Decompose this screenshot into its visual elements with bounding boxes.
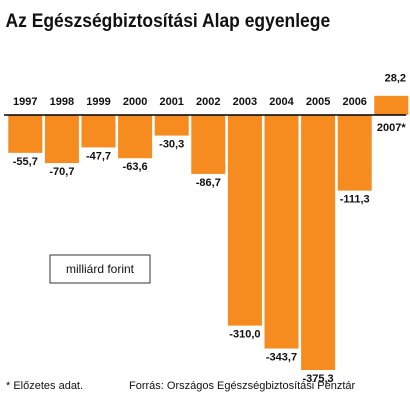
x-tick-label: 2007* [377, 122, 406, 134]
x-tick-label: 2004 [269, 96, 294, 108]
x-tick-label: 2001 [159, 96, 183, 108]
x-tick-label: 1999 [86, 96, 110, 108]
bar [8, 115, 43, 153]
data-label: -111,3 [340, 194, 370, 206]
unit-label: milliárd forint [66, 262, 135, 276]
bar [118, 115, 153, 159]
chart-title: Az Egészségbiztosítási Alap egyenlege [6, 9, 331, 31]
data-label: 28,2 [385, 73, 406, 85]
data-label: -55,7 [13, 156, 38, 168]
bar [337, 115, 372, 191]
data-label: -375,3 [302, 373, 333, 385]
x-tick-label: 1998 [50, 96, 74, 108]
x-tick-label: 2003 [233, 96, 257, 108]
bar [227, 115, 262, 326]
footnote: * Előzetes adat. [6, 380, 83, 392]
bar [264, 115, 299, 349]
data-label: -343,7 [266, 351, 297, 363]
data-label: -47,7 [86, 150, 111, 162]
bar [44, 115, 79, 164]
data-label: -310,0 [229, 329, 260, 341]
bar [154, 115, 189, 136]
bar [374, 95, 409, 115]
bar [191, 115, 226, 174]
bar [301, 115, 336, 370]
data-label: -70,7 [49, 166, 74, 178]
data-label: -30,3 [159, 138, 184, 150]
unit-box [49, 254, 151, 284]
x-tick-label: 2005 [306, 96, 330, 108]
x-tick-label: 1997 [13, 96, 37, 108]
source: Forrás: Országos Egészségbiztosítási Pén… [129, 380, 356, 392]
data-label: -86,7 [196, 177, 221, 189]
x-tick-label: 2002 [196, 96, 220, 108]
data-label: -63,6 [123, 161, 148, 173]
bar [81, 115, 116, 148]
x-tick-label: 2006 [342, 96, 366, 108]
x-tick-label: 2000 [123, 96, 147, 108]
